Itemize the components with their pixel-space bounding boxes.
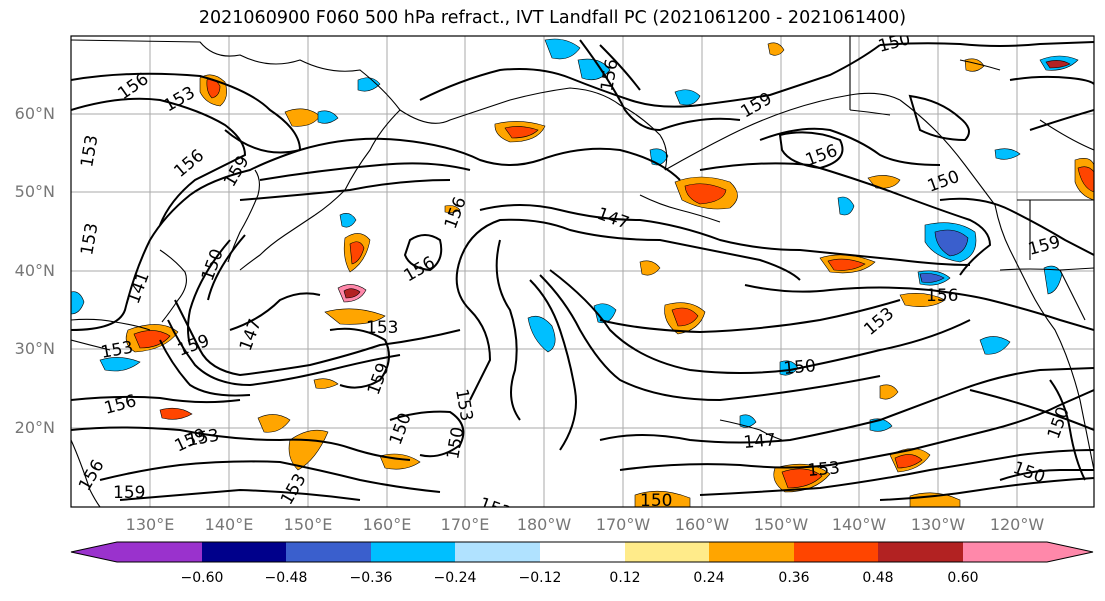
- lon-label: 130°E: [125, 515, 175, 534]
- contour-lines: [71, 39, 1094, 501]
- colorbar-tick-label: 0.12: [609, 570, 641, 586]
- colorbar-segment: [709, 542, 794, 562]
- lat-label: 60°N: [14, 104, 55, 123]
- negative-anomaly-patches: [71, 38, 1079, 432]
- coastlines: [71, 36, 1094, 507]
- contour-label: 147: [743, 430, 777, 453]
- lon-label: 130°W: [910, 515, 966, 534]
- lon-label: 120°W: [989, 515, 1045, 534]
- lon-label: 140°W: [831, 515, 887, 534]
- colorbar: [71, 542, 1093, 562]
- colorbar-segment: [878, 542, 963, 562]
- colorbar-tick-label: −0.60: [180, 570, 224, 586]
- contour-label: 153: [807, 458, 841, 481]
- colorbar-tick-label: 0.24: [693, 570, 725, 586]
- contour-label: 153: [366, 318, 398, 338]
- lat-label: 30°N: [14, 339, 55, 358]
- colorbar-segment: [794, 542, 878, 562]
- lon-label: 180°W: [516, 515, 572, 534]
- colorbar-segment: [455, 542, 540, 562]
- colorbar-tick-label: −0.36: [349, 570, 393, 586]
- lat-label: 50°N: [14, 182, 55, 201]
- contour-label: 150: [640, 491, 672, 511]
- colorbar-tick-label: 0.60: [947, 570, 979, 586]
- colorbar-segment: [71, 542, 202, 562]
- lon-label: 160°W: [674, 515, 730, 534]
- lon-label: 170°E: [440, 515, 490, 534]
- colorbar-segment: [963, 542, 1093, 562]
- colorbar-tick-label: 0.36: [778, 570, 810, 586]
- colorbar-outline: [70, 541, 1094, 563]
- lon-label: 150°E: [283, 515, 333, 534]
- map-title: 2021060900 F060 500 hPa refract., IVT La…: [198, 8, 907, 28]
- colorbar-tick-label: −0.48: [264, 570, 308, 586]
- lon-label: 160°E: [362, 515, 412, 534]
- lat-label: 40°N: [14, 261, 55, 280]
- colorbar-segment: [286, 542, 371, 562]
- colorbar-segment: [371, 542, 455, 562]
- colorbar-tick-label: −0.12: [518, 570, 562, 586]
- contour-label: 150: [783, 356, 817, 379]
- contour-label: 156: [926, 286, 958, 306]
- colorbar-tick-label: −0.24: [433, 570, 477, 586]
- colorbar-segment: [202, 542, 286, 562]
- lon-label: 150°W: [753, 515, 809, 534]
- colorbar-tick-label: 0.48: [862, 570, 894, 586]
- colorbar-segment: [625, 542, 709, 562]
- colorbar-segment: [540, 542, 625, 562]
- lon-label: 140°E: [204, 515, 254, 534]
- map-frame: [70, 35, 1095, 508]
- lat-label: 20°N: [14, 418, 55, 437]
- lon-label: 170°W: [595, 515, 651, 534]
- contour-label: 159: [113, 483, 145, 503]
